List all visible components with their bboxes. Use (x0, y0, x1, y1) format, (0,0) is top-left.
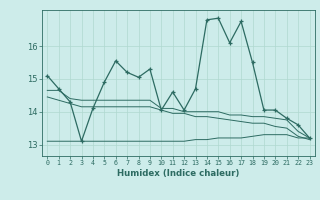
X-axis label: Humidex (Indice chaleur): Humidex (Indice chaleur) (117, 169, 240, 178)
